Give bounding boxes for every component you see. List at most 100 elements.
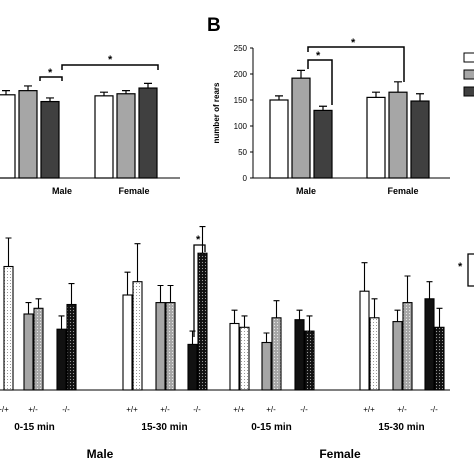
panel-c-error-3-0-1 [371,298,378,318]
panel-b-tick-label-1: 50 [238,148,247,157]
panel-b-letter: B [207,15,221,36]
panel-b-bar-1-0 [366,96,386,179]
panel-b-tick-label-0: 0 [243,174,248,183]
panel-c-bar-3-0-0 [359,290,370,391]
panel-c-error-2-0-0 [231,309,238,324]
panel-b-error-0-1 [297,69,305,79]
panel-a-error-0-0 [2,90,10,95]
panel-a-category-female: Female [118,186,149,196]
panel-c-sex-label-0: Male [87,447,114,461]
panel-c-bar-2-2-0 [294,319,305,391]
panel-c-bar-3-2-0 [424,298,435,391]
panel-b-bar-1-2 [410,100,430,179]
panel-b-bar-0-0 [269,99,289,179]
panel-a-bar-0-1 [18,90,38,179]
panel-c-error-3-0-0 [361,262,368,292]
panel-a-bar-0-0 [0,94,16,179]
panel-a: Male Female * * [0,54,180,196]
panel-c-genotype-label-0-1: +/- [28,405,38,414]
panel-c-bar-2-0-1 [239,326,250,391]
panel-c-genotype-label-1-2: -/- [193,405,201,414]
panel-c-bar-0-0-1 [3,265,14,391]
panel-c-time-label-2: 0-15 min [251,422,292,433]
panel-c-time-label-1: 15-30 min [141,422,187,433]
panel-b-error-1-0 [372,91,380,98]
panel-c-error-1-0-1 [134,243,141,282]
panel-b-star-2: * [351,37,356,49]
panel-c-genotype-label-2-2: -/- [300,405,308,414]
panel-b-category-female: Female [387,186,418,196]
panel-c-genotype-label-1-0: +/+ [126,405,138,414]
panel-c-genotype-label-3-2: -/- [430,405,438,414]
panel-a-error-0-2 [46,97,54,102]
panel-c-error-3-1-1 [404,275,411,303]
panel-c-genotype-label-3-1: +/- [397,405,407,414]
panel-c-time-label-3: 15-30 min [378,422,424,433]
panel-c-genotype-label-0-0: +/+ [0,405,9,414]
panel-a-significance-2: * [61,54,159,70]
panel-c-genotype-label-2-0: +/+ [233,405,245,414]
panel-b-bars [269,69,430,179]
panel-a-star-2: * [108,54,113,66]
panel-c-bar-1-1-1 [165,302,176,391]
panel-c-bar-2-1-0 [261,341,272,391]
panel-c-error-2-2-1 [306,315,313,332]
panel-c-error-1-0-0 [124,271,131,295]
panel-c-bar-1-2-0 [187,343,198,391]
panel-c-error-2-1-0 [263,332,270,343]
panel-b-bar-0-2 [313,109,333,179]
panel-a-error-1-1 [122,90,130,94]
panel-c-error-2-1-1 [273,300,280,318]
panel-c-genotype-label-0-2: -/- [62,405,70,414]
panel-a-bar-0-2 [40,100,60,179]
panel-c-error-1-1-1 [167,284,174,303]
panel-c-bar-0-1-0 [23,313,34,391]
panel-b-category-male: Male [296,186,316,196]
panel-c-bar-1-0-0 [122,294,133,391]
panel-c-error-0-1-0 [25,302,32,314]
panel-c: * * +/++/--/-0-15 min+/++/--/-15-30 min+… [0,226,474,461]
panel-a-star-1: * [48,67,53,79]
panel-b-significance-2: * [307,37,405,82]
panel-b: B 0 50 100 150 200 250 number of rears Male F… [207,15,474,196]
panel-a-error-0-1 [24,85,32,91]
panel-a-error-1-2 [144,82,152,89]
panel-b-tick-label-5: 250 [234,44,248,53]
panel-c-error-0-2-1 [68,283,75,305]
legend-swatch-1 [463,52,474,63]
panel-b-error-1-2 [416,93,424,102]
panel-c-bar-3-1-0 [392,321,403,391]
panel-c-genotype-label-3-0: +/+ [363,405,375,414]
panel-c-bar-2-1-1 [271,317,282,391]
panel-c-error-0-1-1 [35,298,42,309]
panel-c-bar-1-0-1 [132,281,143,391]
panel-c-labels: +/++/--/-0-15 min+/++/--/-15-30 min+/++/… [0,405,438,461]
panel-a-bar-1-1 [116,93,136,179]
panel-c-genotype-label-1-1: +/- [160,405,170,414]
panel-c-bar-1-2-1 [197,252,208,391]
panel-c-time-label-0: 0-15 min [14,422,55,433]
panel-c-star-2: * [458,261,463,273]
panel-c-bar-2-0-0 [229,322,240,391]
panel-a-category-male: Male [52,186,72,196]
panel-b-legend [463,52,474,97]
panel-c-sex-label-1: Female [319,447,361,461]
panel-b-error-1-1 [394,81,402,93]
panel-b-tick-label-3: 150 [234,96,248,105]
panel-c-genotype-label-2-1: +/- [266,405,276,414]
panel-c-error-3-1-0 [394,309,401,322]
panel-c-bar-3-2-1 [434,326,445,391]
panel-c-bar-0-2-0 [56,328,67,391]
panel-a-bars [0,82,158,179]
panel-c-error-1-1-0 [157,284,164,303]
panel-c-error-2-2-0 [296,309,303,320]
panel-b-error-0-0 [275,95,283,100]
panel-b-tick-label-4: 200 [234,70,248,79]
legend-swatch-2 [463,69,474,80]
panel-b-y-label: number of rears [212,82,221,143]
panel-b-star-1: * [316,50,321,62]
panel-c-bars [3,226,445,391]
panel-a-significance-1: * [39,67,63,81]
panel-b-tick-label-2: 100 [234,122,248,131]
